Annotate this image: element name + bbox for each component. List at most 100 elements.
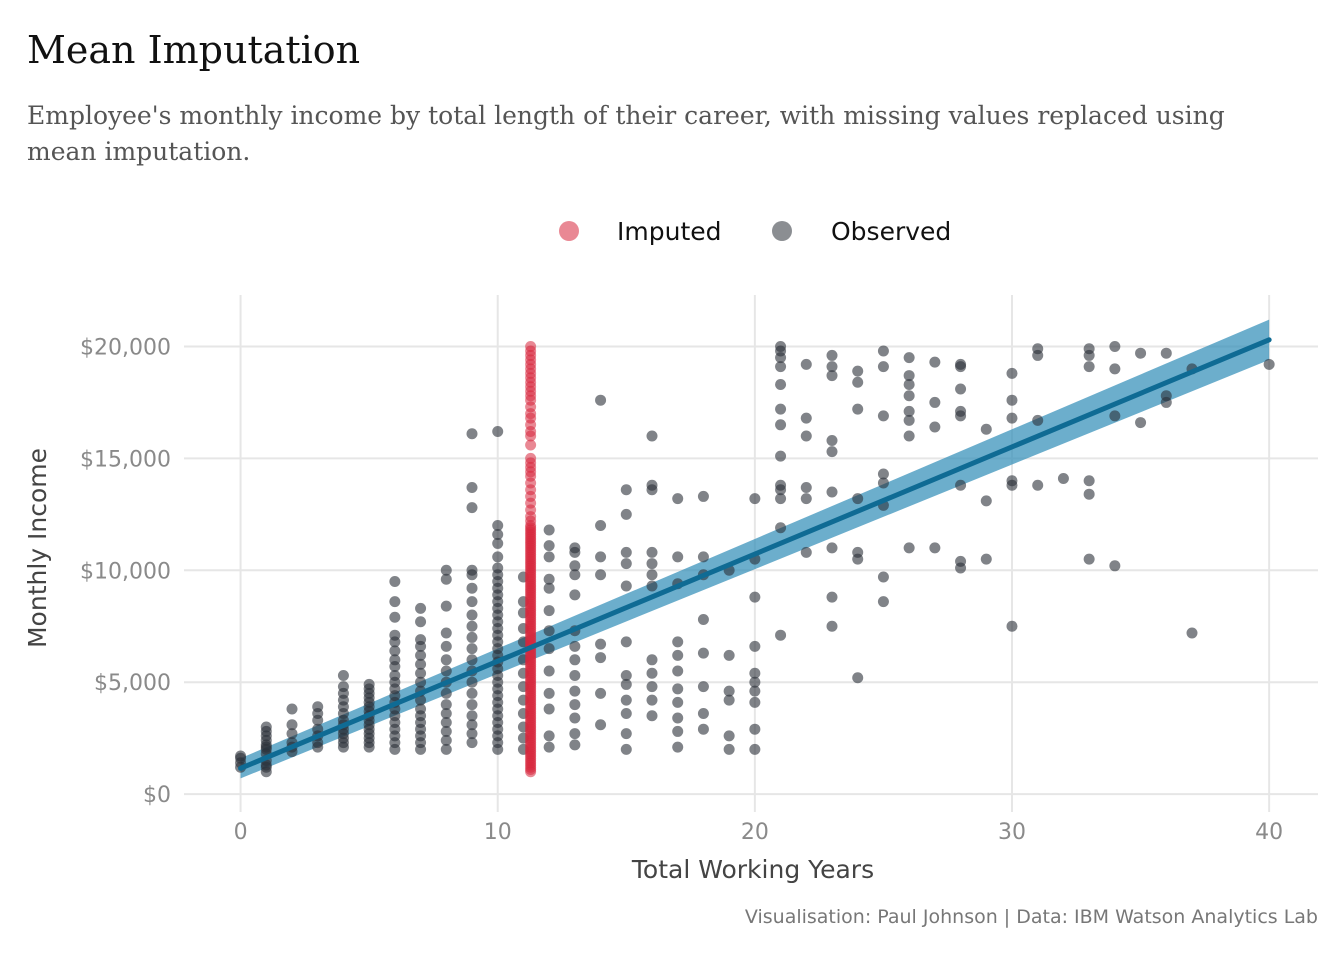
observed-point [337, 681, 349, 693]
observed-point [569, 589, 581, 601]
observed-point [620, 678, 632, 690]
x-axis-title: Total Working Years [631, 855, 874, 884]
observed-point [826, 620, 838, 632]
observed-point [466, 609, 478, 621]
observed-point [415, 602, 427, 614]
observed-point [466, 481, 478, 493]
observed-point [672, 725, 684, 737]
observed-point [775, 629, 787, 641]
observed-point [543, 540, 555, 552]
y-tick-label: $15,000 [80, 447, 171, 472]
observed-point [286, 703, 298, 715]
observed-point [260, 759, 272, 771]
observed-point [466, 620, 478, 632]
observed-point [569, 739, 581, 751]
observed-point [466, 654, 478, 666]
x-tick-label: 0 [234, 820, 248, 845]
observed-point [440, 716, 452, 728]
observed-point [672, 665, 684, 677]
observed-point [1032, 414, 1044, 426]
observed-point [620, 669, 632, 681]
observed-point [903, 352, 915, 364]
legend-observed-swatch [772, 221, 792, 241]
observed-point [569, 569, 581, 581]
observed-point [543, 551, 555, 563]
observed-point [286, 728, 298, 740]
observed-point [749, 723, 761, 735]
observed-point [492, 562, 504, 574]
observed-point [1083, 488, 1095, 500]
observed-point [672, 649, 684, 661]
observed-point [543, 665, 555, 677]
observed-point [697, 681, 709, 693]
observed-point [877, 345, 889, 357]
y-tick-label: $20,000 [80, 335, 171, 360]
observed-point [440, 600, 452, 612]
observed-point [775, 479, 787, 491]
observed-point [620, 508, 632, 520]
observed-point [646, 694, 658, 706]
x-tick-label: 30 [998, 820, 1026, 845]
observed-point [543, 741, 555, 753]
observed-point [543, 605, 555, 617]
observed-point [646, 569, 658, 581]
observed-point [595, 638, 607, 650]
observed-point [1083, 553, 1095, 565]
observed-point [466, 719, 478, 731]
observed-point [749, 676, 761, 688]
observed-point [929, 356, 941, 368]
observed-point [1083, 361, 1095, 373]
observed-point [1032, 343, 1044, 355]
observed-point [415, 667, 427, 679]
observed-point [1032, 479, 1044, 491]
observed-point [1160, 390, 1172, 402]
observed-point [466, 596, 478, 608]
observed-point [569, 669, 581, 681]
observed-point [440, 725, 452, 737]
observed-point [800, 412, 812, 424]
observed-point [620, 728, 632, 740]
observed-point [749, 640, 761, 652]
observed-point [903, 414, 915, 426]
observed-point [543, 573, 555, 585]
observed-point [852, 546, 864, 558]
observed-point [877, 477, 889, 489]
observed-point [1109, 340, 1121, 352]
observed-point [955, 479, 967, 491]
observed-point [569, 560, 581, 572]
observed-point [826, 349, 838, 361]
imputed-point [525, 340, 537, 352]
observed-point [852, 672, 864, 684]
observed-point [492, 551, 504, 563]
observed-point [646, 558, 658, 570]
observed-point [826, 370, 838, 382]
observed-point [466, 582, 478, 594]
observed-point [955, 383, 967, 395]
observed-point [543, 582, 555, 594]
observed-point [697, 614, 709, 626]
observed-point [723, 685, 735, 697]
observed-point [569, 699, 581, 711]
observed-point [440, 743, 452, 755]
observed-point [363, 678, 375, 690]
observed-point [389, 629, 401, 641]
observed-point [466, 687, 478, 699]
observed-point [620, 484, 632, 496]
observed-point [775, 403, 787, 415]
observed-point [466, 502, 478, 514]
observed-point [903, 370, 915, 382]
observed-point [389, 669, 401, 681]
observed-point [620, 546, 632, 558]
observed-point [543, 687, 555, 699]
observed-point [1006, 394, 1018, 406]
observed-point [955, 358, 967, 370]
observed-point [440, 654, 452, 666]
observed-point [903, 390, 915, 402]
axis-ticks: 0 10 20 30 40 $0 $5,000 $10,000 $15,000 $20,000 [80, 335, 1283, 845]
x-tick-label: 10 [484, 820, 512, 845]
observed-point [723, 694, 735, 706]
observed-point [749, 696, 761, 708]
observed-point [466, 564, 478, 576]
y-tick-label: $0 [143, 783, 171, 808]
